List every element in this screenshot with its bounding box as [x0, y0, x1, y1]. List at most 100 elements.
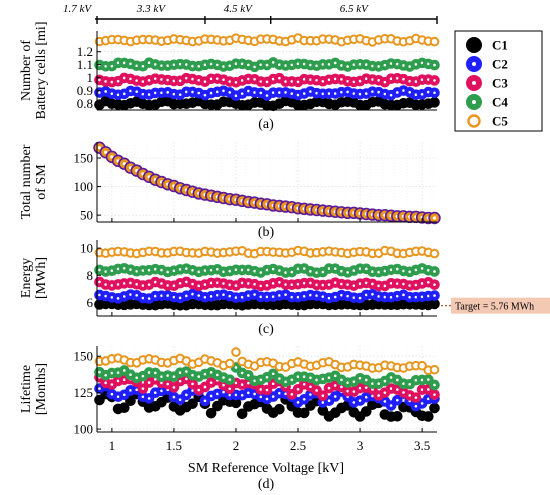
data-point-center — [209, 281, 213, 285]
data-point-center — [154, 294, 157, 298]
legend-label-c4: C4 — [492, 95, 508, 110]
data-point-center — [427, 294, 430, 298]
data-point-center — [427, 378, 430, 381]
data-point-center — [228, 294, 232, 298]
data-point-center — [271, 395, 275, 398]
data-point-center — [352, 380, 356, 383]
data-point-center — [327, 92, 331, 95]
panel-label: (b) — [258, 225, 275, 240]
data-point-center — [141, 64, 145, 68]
data-point-center — [259, 63, 263, 67]
data-point-center — [259, 91, 263, 95]
data-point-center — [222, 282, 225, 285]
data-point-center — [296, 62, 300, 66]
data-point-center — [346, 90, 349, 94]
data-point-center — [433, 270, 436, 273]
data-point-center — [154, 378, 157, 381]
data-point-center — [364, 267, 368, 271]
data-point-center — [247, 268, 250, 272]
data-point-center — [271, 61, 275, 64]
data-point-center — [333, 267, 337, 270]
data-point-center — [191, 90, 194, 94]
data-point-center — [327, 283, 331, 286]
data-point-center — [141, 387, 145, 390]
data-point-center — [389, 404, 393, 407]
x-tick-label: 3 — [357, 438, 364, 453]
data-point-center — [315, 91, 318, 95]
data-point-center — [427, 388, 430, 391]
data-point-c5 — [417, 360, 427, 371]
data-point-center — [191, 292, 194, 296]
data-point-center — [98, 370, 101, 374]
data-point-center — [315, 78, 318, 82]
data-point-center — [141, 80, 145, 83]
y-tick-label: 10 — [80, 241, 93, 256]
data-marks — [94, 245, 440, 311]
data-point-center — [321, 401, 325, 404]
data-point-center — [160, 64, 163, 67]
data-point-center — [166, 294, 170, 297]
data-point-center — [234, 284, 238, 287]
data-point-center — [203, 80, 207, 83]
data-point-center — [234, 62, 238, 66]
data-point-center — [414, 378, 418, 382]
data-point-center — [346, 389, 349, 393]
data-point-center — [290, 80, 294, 83]
data-point-c1 — [205, 407, 217, 419]
data-point-center — [154, 371, 157, 375]
data-point-center — [191, 77, 194, 81]
data-point-center — [216, 281, 219, 285]
data-point-center — [432, 216, 437, 220]
data-point-center — [116, 283, 120, 286]
data-point-center — [160, 78, 163, 81]
y-tick-label: 125 — [74, 385, 94, 400]
data-point-center — [284, 64, 287, 67]
data-point-center — [290, 92, 294, 96]
data-point-center — [259, 80, 263, 83]
x-tick-label: 1 — [109, 438, 116, 453]
legend-marker-c1 — [466, 37, 482, 53]
data-point-center — [352, 284, 356, 287]
data-point-center — [253, 269, 256, 273]
data-point-center — [129, 77, 132, 81]
data-point-center — [160, 389, 163, 393]
data-point-center — [116, 371, 120, 374]
data-point-center — [290, 393, 294, 396]
data-point-center — [408, 295, 412, 299]
range-label: 3.3 kV — [136, 3, 166, 15]
data-point-center — [104, 270, 107, 273]
data-point-center — [104, 283, 107, 286]
data-point-center — [371, 292, 374, 296]
data-point-center — [346, 283, 349, 286]
data-point-center — [234, 366, 238, 369]
y-axis-label: Battery cells [mi] — [34, 22, 49, 120]
data-point-center — [309, 376, 312, 380]
data-point-center — [389, 62, 393, 65]
data-point-center — [98, 91, 101, 94]
data-point-center — [402, 382, 405, 385]
data-point-center — [104, 64, 107, 68]
data-point-center — [433, 294, 436, 297]
data-point-center — [166, 91, 170, 94]
data-point-center — [247, 373, 250, 377]
data-point-center — [284, 80, 287, 83]
data-point-center — [364, 395, 368, 399]
data-point-center — [346, 65, 349, 68]
data-point-center — [408, 65, 412, 68]
data-point-center — [290, 63, 294, 67]
data-point-center — [129, 373, 132, 377]
data-point-center — [321, 63, 325, 66]
data-point-center — [172, 395, 176, 399]
data-point-center — [389, 387, 393, 390]
data-marks — [94, 33, 440, 112]
data-point-center — [209, 371, 213, 374]
data-point-center — [340, 78, 343, 81]
data-point-center — [290, 283, 294, 286]
y-tick-label: 100 — [74, 179, 94, 194]
data-point-center — [333, 92, 337, 95]
range-label: 1.7 kV — [63, 3, 92, 15]
data-point-center — [414, 93, 418, 97]
data-point-center — [395, 267, 399, 271]
data-point-center — [340, 385, 343, 389]
